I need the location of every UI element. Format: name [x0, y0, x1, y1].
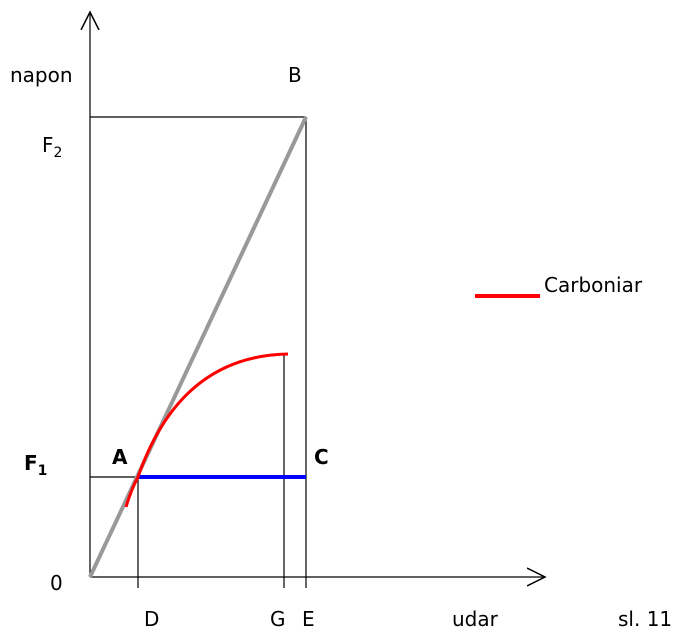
legend-label: Carboniar: [544, 273, 643, 297]
point-label: A: [112, 445, 128, 469]
y-axis-label: napon: [10, 63, 73, 87]
guides: [90, 12, 545, 588]
point-label: B: [288, 63, 302, 87]
slide-number: sl. 11: [618, 607, 672, 631]
point-label: E: [302, 607, 315, 631]
point-label: D: [144, 607, 159, 631]
point-label: G: [270, 607, 286, 631]
f1-text: F: [24, 451, 38, 475]
elastic-line: [88, 116, 308, 578]
point-label: C: [314, 445, 329, 469]
carboniar-curve: [124, 352, 289, 508]
f1-label: F1: [24, 451, 47, 479]
f2-sub: 2: [54, 145, 63, 161]
f1-sub: 1: [38, 463, 48, 479]
x-axis-label: udar: [452, 607, 499, 631]
f2-text: F: [42, 133, 54, 157]
origin-label: 0: [50, 571, 63, 595]
f2-label: F2: [42, 133, 62, 161]
